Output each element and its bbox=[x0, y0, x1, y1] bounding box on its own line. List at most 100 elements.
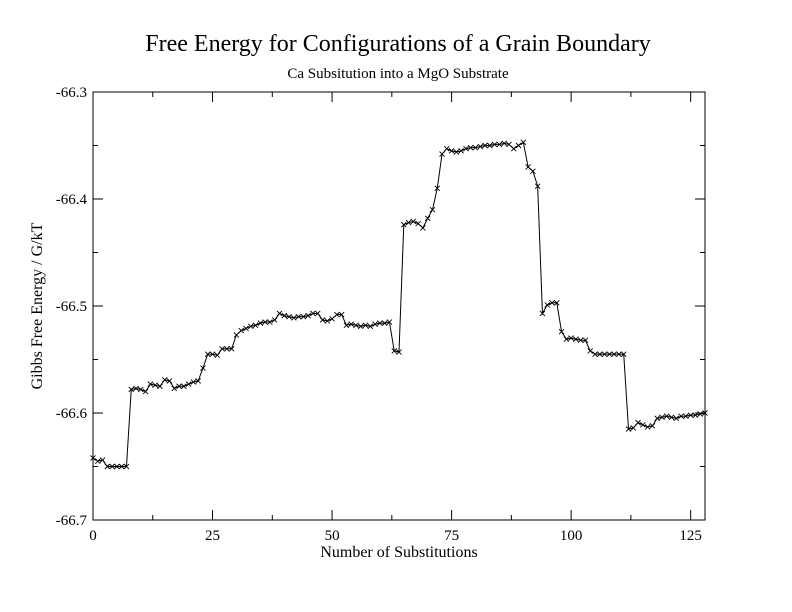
data-point bbox=[190, 379, 197, 385]
x-axis-ticks bbox=[92, 92, 692, 520]
series-energy bbox=[90, 139, 708, 470]
data-point bbox=[372, 321, 378, 328]
data-point bbox=[482, 142, 488, 149]
data-point bbox=[200, 365, 206, 371]
data-point bbox=[683, 413, 689, 420]
data-point bbox=[659, 414, 665, 421]
data-point bbox=[204, 351, 211, 357]
data-point bbox=[152, 382, 158, 388]
data-point bbox=[391, 348, 398, 354]
y-tick-label: -66.4 bbox=[56, 192, 88, 208]
data-point bbox=[491, 141, 498, 148]
data-point bbox=[300, 313, 307, 320]
data-point bbox=[530, 168, 536, 174]
y-tick-label: -66.7 bbox=[56, 513, 88, 529]
data-point bbox=[544, 302, 551, 308]
data-point bbox=[549, 299, 555, 306]
data-point bbox=[487, 142, 493, 149]
data-point bbox=[367, 323, 374, 330]
data-point bbox=[185, 381, 192, 387]
data-point bbox=[606, 351, 613, 357]
data-point bbox=[353, 322, 359, 329]
data-point bbox=[243, 325, 249, 332]
data-point bbox=[99, 457, 106, 463]
x-tick-label: 100 bbox=[560, 528, 583, 544]
data-point bbox=[257, 320, 264, 326]
data-point bbox=[448, 148, 455, 154]
data-point bbox=[415, 220, 421, 227]
data-point bbox=[620, 351, 627, 357]
data-point bbox=[635, 419, 641, 426]
data-point bbox=[123, 463, 130, 470]
data-point bbox=[209, 351, 216, 357]
data-point bbox=[343, 322, 350, 329]
y-tick-label: -66.3 bbox=[56, 85, 87, 101]
data-point bbox=[281, 312, 288, 319]
data-point bbox=[692, 412, 699, 418]
y-axis-label: Gibbs Free Energy / G/kT bbox=[29, 222, 46, 389]
data-point bbox=[410, 218, 417, 225]
data-point bbox=[510, 145, 517, 152]
y-tick-label: -66.5 bbox=[56, 299, 87, 315]
data-point bbox=[324, 318, 331, 324]
data-point bbox=[195, 378, 202, 384]
data-point bbox=[233, 332, 240, 338]
data-point bbox=[94, 458, 101, 464]
data-point bbox=[434, 185, 441, 192]
data-point bbox=[558, 328, 565, 335]
data-point bbox=[472, 144, 479, 151]
data-point bbox=[520, 139, 527, 146]
data-point bbox=[286, 313, 292, 320]
data-point bbox=[238, 327, 245, 334]
data-point bbox=[310, 310, 316, 317]
data-point bbox=[295, 313, 302, 320]
data-point bbox=[157, 383, 163, 390]
data-point bbox=[467, 144, 474, 151]
data-point bbox=[171, 385, 178, 392]
data-point bbox=[224, 345, 230, 352]
data-point bbox=[247, 323, 254, 330]
data-point bbox=[463, 145, 469, 152]
data-point bbox=[252, 322, 259, 329]
data-point bbox=[276, 310, 283, 317]
data-point bbox=[625, 426, 632, 432]
series-line bbox=[92, 141, 706, 467]
data-point bbox=[386, 319, 393, 325]
x-axis-tick-labels: 0 25 50 75 100 125 bbox=[89, 528, 702, 544]
data-point bbox=[563, 336, 570, 342]
x-tick-label: 50 bbox=[325, 528, 340, 544]
data-point bbox=[305, 312, 311, 319]
data-point bbox=[663, 413, 670, 420]
data-point bbox=[405, 219, 412, 226]
data-point bbox=[515, 142, 522, 149]
data-point bbox=[267, 319, 273, 325]
data-point bbox=[601, 351, 608, 357]
data-point bbox=[271, 317, 278, 323]
data-point bbox=[616, 351, 622, 357]
data-point bbox=[262, 319, 268, 325]
data-point bbox=[439, 151, 445, 157]
data-point bbox=[290, 314, 297, 321]
data-point bbox=[644, 424, 651, 430]
data-point bbox=[109, 463, 115, 470]
y-axis-ticks bbox=[93, 91, 705, 521]
data-point bbox=[114, 463, 120, 470]
data-point bbox=[453, 149, 460, 155]
data-point bbox=[314, 310, 321, 317]
data-point bbox=[506, 141, 512, 148]
y-tick-label: -66.6 bbox=[56, 406, 88, 422]
data-point bbox=[501, 140, 508, 147]
data-point bbox=[553, 299, 560, 306]
data-point bbox=[214, 352, 221, 359]
series-markers bbox=[90, 139, 708, 470]
data-point bbox=[362, 322, 369, 329]
data-point bbox=[577, 337, 584, 344]
data-point bbox=[228, 345, 235, 352]
y-axis-tick-labels: -66.7 -66.6 -66.5 -66.4 -66.3 bbox=[56, 85, 88, 529]
data-point bbox=[377, 320, 383, 326]
data-point bbox=[596, 351, 603, 357]
data-point bbox=[319, 317, 326, 323]
data-point bbox=[176, 383, 182, 390]
data-point bbox=[429, 206, 436, 213]
